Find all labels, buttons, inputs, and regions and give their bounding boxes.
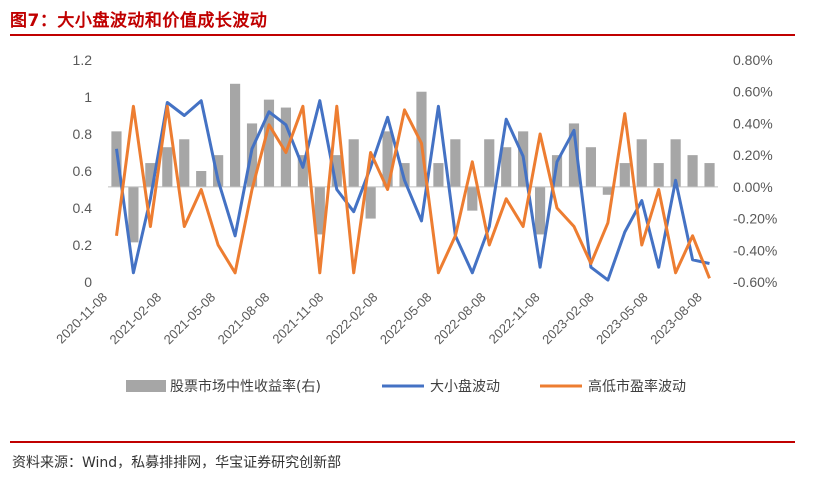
bar-28 bbox=[585, 147, 596, 187]
size-vol-line bbox=[115, 99, 710, 282]
right-tick-label: 0.60% bbox=[733, 84, 773, 100]
bar-3 bbox=[162, 147, 173, 187]
x-tick-label: 2021-02-08 bbox=[107, 290, 165, 348]
legend-label-size: 大小盘波动 bbox=[430, 378, 500, 395]
bar-6 bbox=[213, 155, 224, 187]
x-tick-label: 2023-08-08 bbox=[647, 290, 705, 348]
left-axis-ticks: 0 0.2 0.4 0.6 0.8 1 1.2 bbox=[73, 52, 93, 290]
bar-4 bbox=[179, 139, 190, 187]
bar-34 bbox=[687, 155, 698, 187]
bar-9 bbox=[263, 99, 275, 187]
right-tick-label: 0.00% bbox=[733, 179, 773, 195]
bar-22 bbox=[484, 139, 495, 187]
x-tick-label: 2022-02-08 bbox=[323, 290, 381, 348]
bar-29 bbox=[602, 186, 613, 195]
bar-20 bbox=[450, 139, 461, 187]
bar-19 bbox=[433, 163, 444, 187]
bar-33 bbox=[670, 139, 681, 187]
bar-15 bbox=[365, 186, 376, 219]
bar-21 bbox=[467, 186, 478, 211]
bar-32 bbox=[653, 163, 664, 187]
bottom-rule bbox=[10, 441, 795, 443]
bar-18 bbox=[416, 91, 427, 187]
chart: 0 0.2 0.4 0.6 0.8 1 1.2 -0.60% -0.40% -0.20% 0.00… bbox=[53, 52, 777, 395]
legend-label-bars: 股票市场中性收益率(右) bbox=[170, 378, 321, 395]
bar-12 bbox=[314, 186, 325, 235]
left-tick-label: 0.8 bbox=[73, 126, 93, 142]
legend: 股票市场中性收益率(右) 大小盘波动 高低市盈率波动 bbox=[126, 378, 686, 395]
left-tick-label: 0.4 bbox=[73, 200, 93, 216]
bar-27 bbox=[568, 123, 580, 187]
source-note: 资料来源：Wind，私募排排网，华宝证券研究创新部 bbox=[12, 455, 342, 471]
bar-10 bbox=[280, 107, 291, 187]
figure-title: 图7：大小盘波动和价值成长波动 bbox=[10, 11, 268, 31]
bar-31 bbox=[636, 139, 647, 187]
x-tick-label: 2021-05-08 bbox=[161, 290, 219, 348]
top-rule bbox=[10, 34, 795, 36]
right-tick-label: 0.20% bbox=[733, 147, 773, 163]
legend-swatch-bars bbox=[126, 380, 166, 392]
bar-14 bbox=[348, 139, 359, 187]
right-tick-label: 0.40% bbox=[733, 115, 773, 131]
right-tick-label: -0.20% bbox=[733, 211, 777, 227]
x-tick-label: 2022-05-08 bbox=[377, 290, 435, 348]
right-axis-ticks: -0.60% -0.40% -0.20% 0.00% 0.20% 0.40% 0.60% 0.… bbox=[733, 52, 777, 290]
bar-35 bbox=[704, 163, 715, 187]
bar-5 bbox=[196, 171, 207, 187]
bar-2 bbox=[145, 163, 156, 187]
left-tick-label: 0 bbox=[84, 274, 92, 290]
bar-25 bbox=[535, 186, 546, 235]
x-tick-label: 2020-11-08 bbox=[53, 290, 110, 347]
bar-7 bbox=[230, 83, 241, 187]
x-tick-label: 2022-11-08 bbox=[486, 290, 543, 347]
pe-vol-line bbox=[115, 104, 711, 279]
left-tick-label: 1 bbox=[84, 89, 92, 105]
left-tick-label: 1.2 bbox=[73, 52, 93, 68]
left-tick-label: 0.6 bbox=[73, 163, 93, 179]
x-tick-label: 2023-05-08 bbox=[593, 290, 651, 348]
bar-16 bbox=[382, 131, 393, 187]
bar-11 bbox=[297, 155, 308, 187]
right-tick-label: -0.40% bbox=[733, 242, 777, 258]
x-tick-label: 2021-08-08 bbox=[215, 290, 273, 348]
left-tick-label: 0.2 bbox=[73, 237, 93, 253]
x-tick-label: 2021-11-08 bbox=[269, 290, 326, 347]
bar-23 bbox=[501, 147, 512, 187]
x-tick-label: 2022-08-08 bbox=[431, 290, 489, 348]
x-axis-ticks: 2020-11-082021-02-082021-05-082021-08-08… bbox=[53, 290, 705, 348]
right-tick-label: 0.80% bbox=[733, 52, 773, 68]
bar-13 bbox=[331, 155, 342, 187]
legend-label-pe: 高低市盈率波动 bbox=[588, 378, 686, 395]
right-tick-label: -0.60% bbox=[733, 274, 777, 290]
bar-1 bbox=[128, 186, 139, 243]
bar-30 bbox=[619, 163, 630, 187]
x-tick-label: 2023-02-08 bbox=[539, 290, 597, 348]
